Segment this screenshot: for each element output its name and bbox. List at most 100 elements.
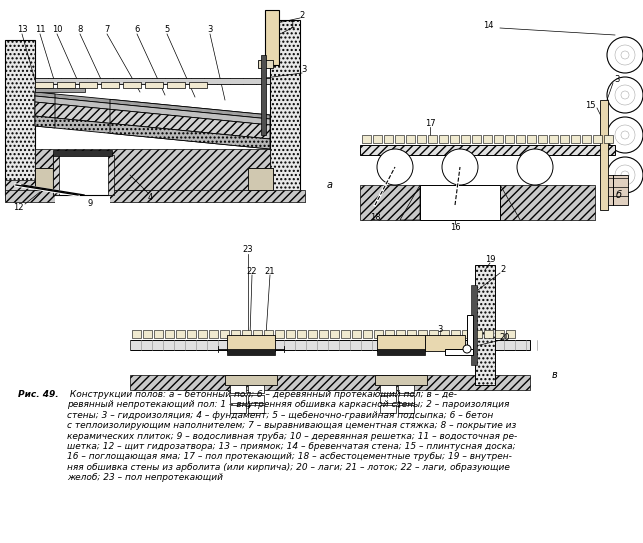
- Bar: [604, 135, 613, 143]
- Polygon shape: [110, 99, 270, 119]
- Bar: [538, 135, 547, 143]
- Polygon shape: [35, 102, 55, 118]
- Bar: [132, 330, 141, 338]
- Text: 5: 5: [165, 26, 170, 35]
- Bar: [375, 375, 427, 385]
- Bar: [248, 405, 264, 413]
- Bar: [494, 135, 503, 143]
- Text: Конструкции полов: а – бетонный пол; б – деревянный протекающий пол; в – де-
рев: Конструкции полов: а – бетонный пол; б –…: [67, 390, 517, 482]
- Text: б: б: [616, 190, 622, 200]
- Bar: [582, 135, 591, 143]
- Bar: [603, 175, 628, 205]
- Bar: [253, 330, 262, 338]
- Text: 14: 14: [483, 21, 493, 29]
- Bar: [53, 150, 112, 156]
- Bar: [600, 100, 608, 210]
- Polygon shape: [35, 92, 55, 98]
- Bar: [130, 375, 530, 390]
- Bar: [53, 155, 59, 195]
- Text: в: в: [552, 370, 558, 380]
- Bar: [475, 265, 495, 385]
- Bar: [227, 349, 275, 355]
- Bar: [209, 330, 218, 338]
- Bar: [473, 330, 482, 338]
- Bar: [145, 82, 163, 88]
- Text: 8: 8: [77, 26, 83, 35]
- Bar: [395, 135, 404, 143]
- Circle shape: [615, 165, 635, 185]
- Bar: [154, 330, 163, 338]
- Circle shape: [607, 77, 643, 113]
- Bar: [231, 330, 240, 338]
- Bar: [483, 135, 492, 143]
- Bar: [396, 330, 405, 338]
- Bar: [165, 330, 174, 338]
- Bar: [143, 330, 152, 338]
- Text: 6: 6: [134, 26, 140, 35]
- Bar: [5, 40, 35, 195]
- Circle shape: [377, 149, 413, 185]
- Bar: [352, 330, 361, 338]
- Circle shape: [621, 91, 629, 99]
- Bar: [230, 405, 246, 413]
- Bar: [445, 349, 473, 355]
- Bar: [35, 78, 270, 84]
- Text: 2: 2: [300, 10, 305, 20]
- Text: 1: 1: [289, 21, 294, 29]
- Bar: [198, 330, 207, 338]
- Bar: [176, 330, 185, 338]
- Bar: [418, 330, 427, 338]
- Bar: [319, 330, 328, 338]
- Polygon shape: [110, 123, 270, 149]
- Bar: [187, 330, 196, 338]
- Bar: [230, 395, 246, 403]
- Bar: [123, 82, 141, 88]
- Bar: [398, 395, 414, 403]
- Bar: [5, 190, 305, 202]
- Bar: [5, 180, 43, 200]
- Bar: [560, 135, 569, 143]
- Bar: [467, 315, 473, 355]
- Bar: [189, 82, 207, 88]
- Bar: [53, 155, 112, 195]
- Bar: [377, 349, 425, 355]
- Polygon shape: [35, 116, 270, 149]
- Bar: [341, 330, 350, 338]
- Polygon shape: [35, 102, 270, 139]
- Text: 3: 3: [302, 66, 307, 74]
- Text: 16: 16: [449, 224, 460, 232]
- Text: 4: 4: [395, 401, 401, 409]
- Text: 21: 21: [265, 268, 275, 276]
- Bar: [385, 330, 394, 338]
- Circle shape: [621, 171, 629, 179]
- Bar: [420, 185, 500, 220]
- Bar: [297, 330, 306, 338]
- Bar: [220, 330, 229, 338]
- Bar: [440, 330, 449, 338]
- Bar: [417, 135, 426, 143]
- Bar: [516, 135, 525, 143]
- Bar: [439, 135, 448, 143]
- Bar: [248, 395, 264, 403]
- Bar: [406, 135, 415, 143]
- Circle shape: [615, 125, 635, 145]
- Bar: [373, 135, 382, 143]
- Bar: [398, 405, 414, 413]
- Circle shape: [463, 345, 471, 353]
- Text: 10: 10: [51, 26, 62, 35]
- Text: 3: 3: [207, 26, 213, 35]
- Bar: [130, 340, 530, 350]
- Text: 15: 15: [584, 100, 595, 110]
- Text: 12: 12: [13, 203, 23, 212]
- Bar: [429, 330, 438, 338]
- Text: 13: 13: [17, 26, 27, 35]
- Polygon shape: [35, 149, 270, 190]
- Polygon shape: [500, 185, 520, 220]
- Bar: [230, 385, 246, 393]
- Bar: [363, 330, 372, 338]
- Bar: [55, 155, 110, 215]
- Bar: [450, 135, 459, 143]
- Bar: [461, 135, 470, 143]
- Bar: [227, 335, 275, 351]
- Bar: [527, 135, 536, 143]
